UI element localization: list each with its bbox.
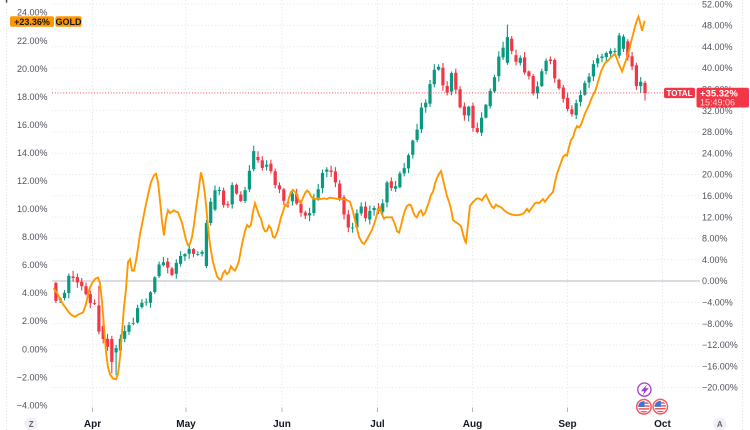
svg-text:4.00%: 4.00% xyxy=(702,255,728,265)
svg-text:−4.00%: −4.00% xyxy=(702,298,733,308)
svg-text:8.00%: 8.00% xyxy=(702,234,728,244)
svg-text:Oct: Oct xyxy=(654,419,671,430)
svg-text:14.00%: 14.00% xyxy=(17,148,48,158)
svg-text:24.00%: 24.00% xyxy=(702,148,733,158)
svg-text:12.00%: 12.00% xyxy=(17,176,48,186)
svg-text:+35.32%: +35.32% xyxy=(700,88,738,99)
svg-text:22.00%: 22.00% xyxy=(17,36,48,46)
svg-text:Z: Z xyxy=(29,420,34,429)
svg-text:16.00%: 16.00% xyxy=(702,191,733,201)
svg-text:24.00%: 24.00% xyxy=(17,8,48,18)
svg-text:0.00%: 0.00% xyxy=(702,276,728,286)
svg-text:−16.00%: −16.00% xyxy=(702,361,738,371)
svg-text:Aug: Aug xyxy=(463,419,482,430)
svg-text:Jun: Jun xyxy=(273,419,291,430)
svg-text:4.00%: 4.00% xyxy=(22,288,48,298)
svg-text:40.00%: 40.00% xyxy=(702,63,733,73)
svg-text:15:49:06: 15:49:06 xyxy=(700,98,735,108)
svg-text:16.00%: 16.00% xyxy=(17,120,48,130)
svg-text:May: May xyxy=(176,419,196,430)
svg-text:A: A xyxy=(717,420,723,429)
svg-text:−4.00%: −4.00% xyxy=(17,400,48,410)
svg-text:52.00%: 52.00% xyxy=(702,0,733,9)
svg-text:TOTAL: TOTAL xyxy=(667,89,693,98)
svg-text:Sep: Sep xyxy=(558,419,576,430)
svg-text:20.00%: 20.00% xyxy=(17,64,48,74)
svg-text:48.00%: 48.00% xyxy=(702,21,733,31)
svg-text:32.00%: 32.00% xyxy=(702,106,733,116)
svg-text:6.00%: 6.00% xyxy=(22,260,48,270)
svg-text:−12.00%: −12.00% xyxy=(702,340,738,350)
svg-text:GOLD: GOLD xyxy=(56,17,82,27)
svg-text:0.00%: 0.00% xyxy=(22,344,48,354)
svg-text:Apr: Apr xyxy=(84,419,101,430)
svg-text:10.00%: 10.00% xyxy=(17,204,48,214)
svg-text:+23.36%: +23.36% xyxy=(14,17,50,27)
svg-text:−2.00%: −2.00% xyxy=(17,372,48,382)
svg-text:44.00%: 44.00% xyxy=(702,42,733,52)
svg-text:18.00%: 18.00% xyxy=(17,92,48,102)
svg-text:Jul: Jul xyxy=(370,419,385,430)
svg-text:−8.00%: −8.00% xyxy=(702,319,733,329)
svg-text:2.00%: 2.00% xyxy=(22,316,48,326)
svg-text:28.00%: 28.00% xyxy=(702,127,733,137)
svg-text:−20.00%: −20.00% xyxy=(702,383,738,393)
svg-text:20.00%: 20.00% xyxy=(702,170,733,180)
svg-text:8.00%: 8.00% xyxy=(22,232,48,242)
svg-text:12.00%: 12.00% xyxy=(702,212,733,222)
